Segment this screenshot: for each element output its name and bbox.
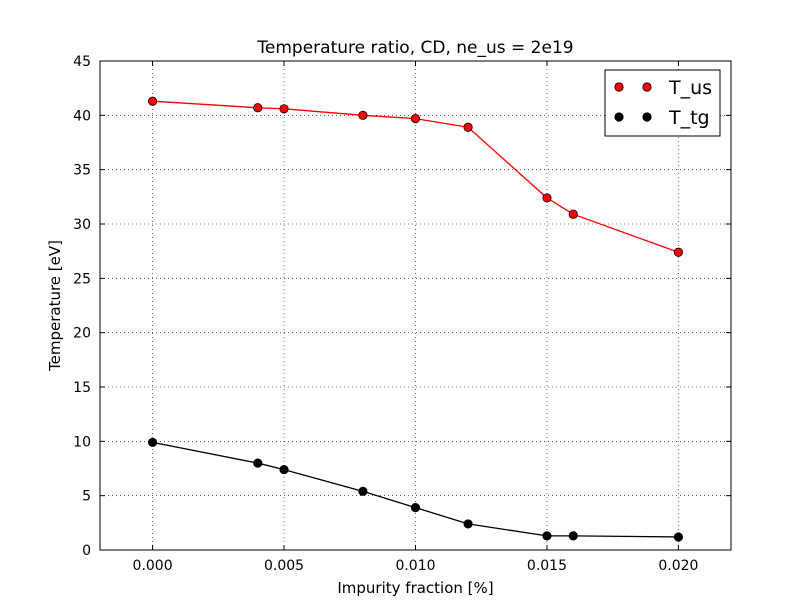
data-point [147,437,158,448]
x-axis-label: Impurity fraction [%] [337,579,493,597]
data-point [147,96,158,106]
data-point [542,193,552,203]
y-tick-label: 40 [73,108,91,124]
x-tick-label: 0.020 [658,558,698,574]
data-point [279,464,289,475]
legend-item: T_tg [614,107,710,129]
data-point [568,209,578,219]
y-tick-label: 25 [73,271,91,287]
legend: T_us T_tg [604,69,721,137]
y-tick-label: 5 [82,489,91,505]
legend-marker [614,112,624,122]
y-axis-label: Temperature [eV] [46,240,64,372]
y-tick-label: 15 [73,380,91,396]
data-point [542,531,552,541]
data-point [673,247,684,257]
data-point [463,122,473,132]
legend-item: T_us [614,77,712,99]
legend-marker [642,82,652,92]
data-point [410,503,421,513]
series-t-tg [147,437,684,542]
data-point [568,531,578,541]
data-point [358,110,368,120]
legend-label: T_us [668,77,712,99]
y-tick-label: 20 [73,326,91,342]
legend-box [604,69,721,137]
x-tick-label: 0.015 [527,558,567,574]
y-tick-label: 35 [73,163,91,179]
data-point [673,532,684,542]
data-point [358,486,368,496]
y-tick-label: 0 [82,543,91,559]
x-tick-label: 0.005 [264,558,304,574]
series-layer [147,96,684,542]
y-tick-label: 10 [73,434,91,450]
data-point [410,113,421,124]
axis-ticks: 0.000 0.005 0.010 0.015 0.020 0 5 10 15 20 25 30 35 4… [73,54,731,574]
legend-label: T_tg [668,107,710,129]
legend-marker [614,82,624,92]
legend-marker [642,112,652,122]
x-tick-label: 0.010 [395,558,435,574]
data-point [253,103,263,113]
x-tick-label: 0.000 [133,558,173,574]
y-tick-label: 30 [73,217,91,233]
series-t-us [147,96,684,257]
grid [100,60,731,551]
y-tick-label: 45 [73,54,91,70]
chart-title: Temperature ratio, CD, ne_us = 2e19 [256,38,573,58]
data-point [279,104,289,114]
data-point [463,519,473,529]
data-point [253,458,263,468]
